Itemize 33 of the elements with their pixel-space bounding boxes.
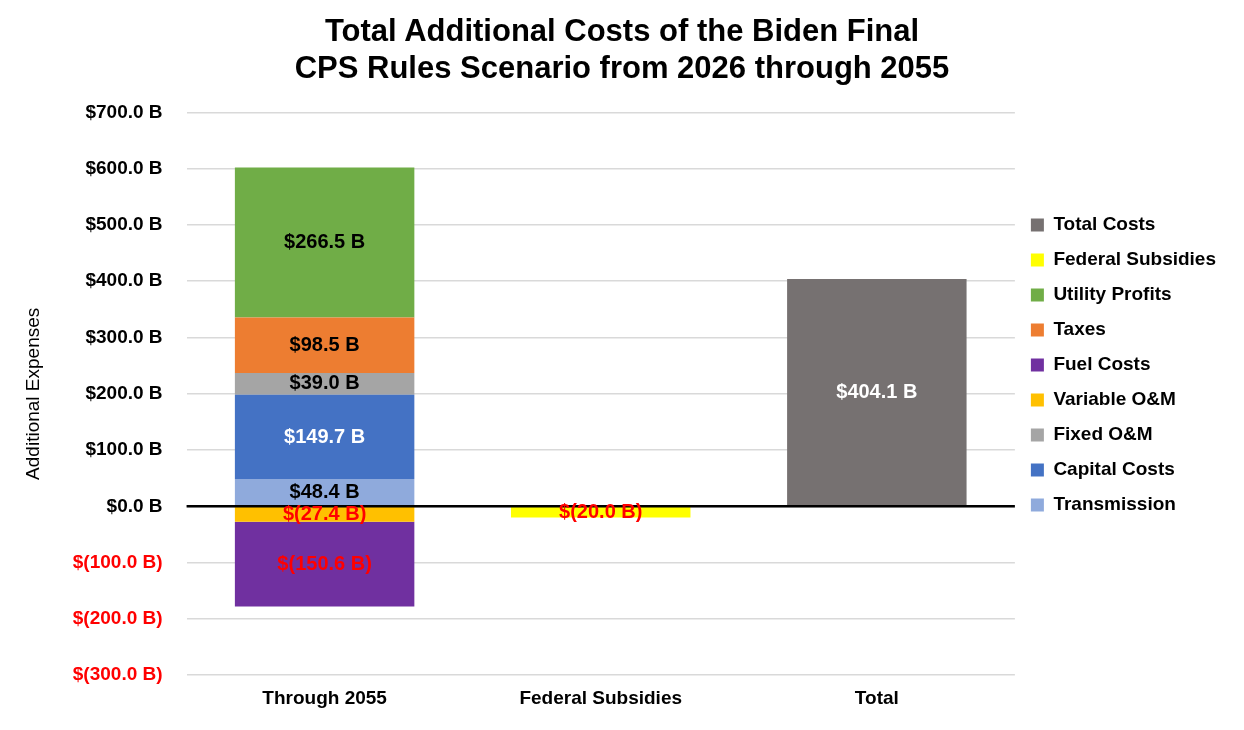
data-label: $39.0 B: [289, 371, 360, 394]
legend-label: Variable O&M: [1053, 388, 1176, 410]
data-label: $404.1 B: [836, 379, 918, 402]
data-label: $98.5 B: [289, 332, 360, 355]
y-tick-label: $100.0 B: [85, 438, 163, 460]
y-tick-label: $200.0 B: [85, 382, 163, 404]
y-axis-title: Additional Expenses: [21, 307, 43, 480]
x-tick-label: Federal Subsidies: [519, 686, 683, 708]
legend-label: Utility Profits: [1053, 283, 1172, 305]
y-tick-label: $600.0 B: [85, 156, 163, 178]
legend-label: Taxes: [1053, 318, 1106, 340]
legend-label: Total Costs: [1053, 213, 1156, 235]
legend-label: Capital Costs: [1053, 458, 1175, 480]
legend-label: Federal Subsidies: [1053, 248, 1217, 270]
y-tick-label: $500.0 B: [85, 213, 163, 235]
data-label: $266.5 B: [284, 230, 366, 253]
x-tick-label: Total: [854, 686, 899, 708]
y-tick-label: $700.0 B: [85, 100, 163, 122]
legend-label: Transmission: [1053, 493, 1176, 515]
y-tick-label: $(300.0 B): [72, 663, 163, 685]
x-tick-label: Through 2055: [262, 686, 388, 708]
y-tick-label: $(100.0 B): [72, 550, 163, 572]
y-tick-label: $400.0 B: [85, 269, 163, 291]
data-label: $(150.6 B): [277, 551, 372, 574]
chart-title: Total Additional Costs of the Biden Final CPS Rules Scenario from 2026 through 2055: [294, 13, 950, 86]
data-label: $48.4 B: [289, 479, 360, 502]
legend-label: Fixed O&M: [1053, 423, 1153, 445]
y-tick-label: $0.0 B: [106, 494, 163, 516]
data-label: $149.7 B: [284, 424, 366, 447]
legend-label: Fuel Costs: [1053, 353, 1151, 375]
y-tick-label: $(200.0 B): [72, 607, 163, 629]
y-tick-label: $300.0 B: [85, 325, 163, 347]
data-label: $(27.4 B): [282, 501, 367, 524]
